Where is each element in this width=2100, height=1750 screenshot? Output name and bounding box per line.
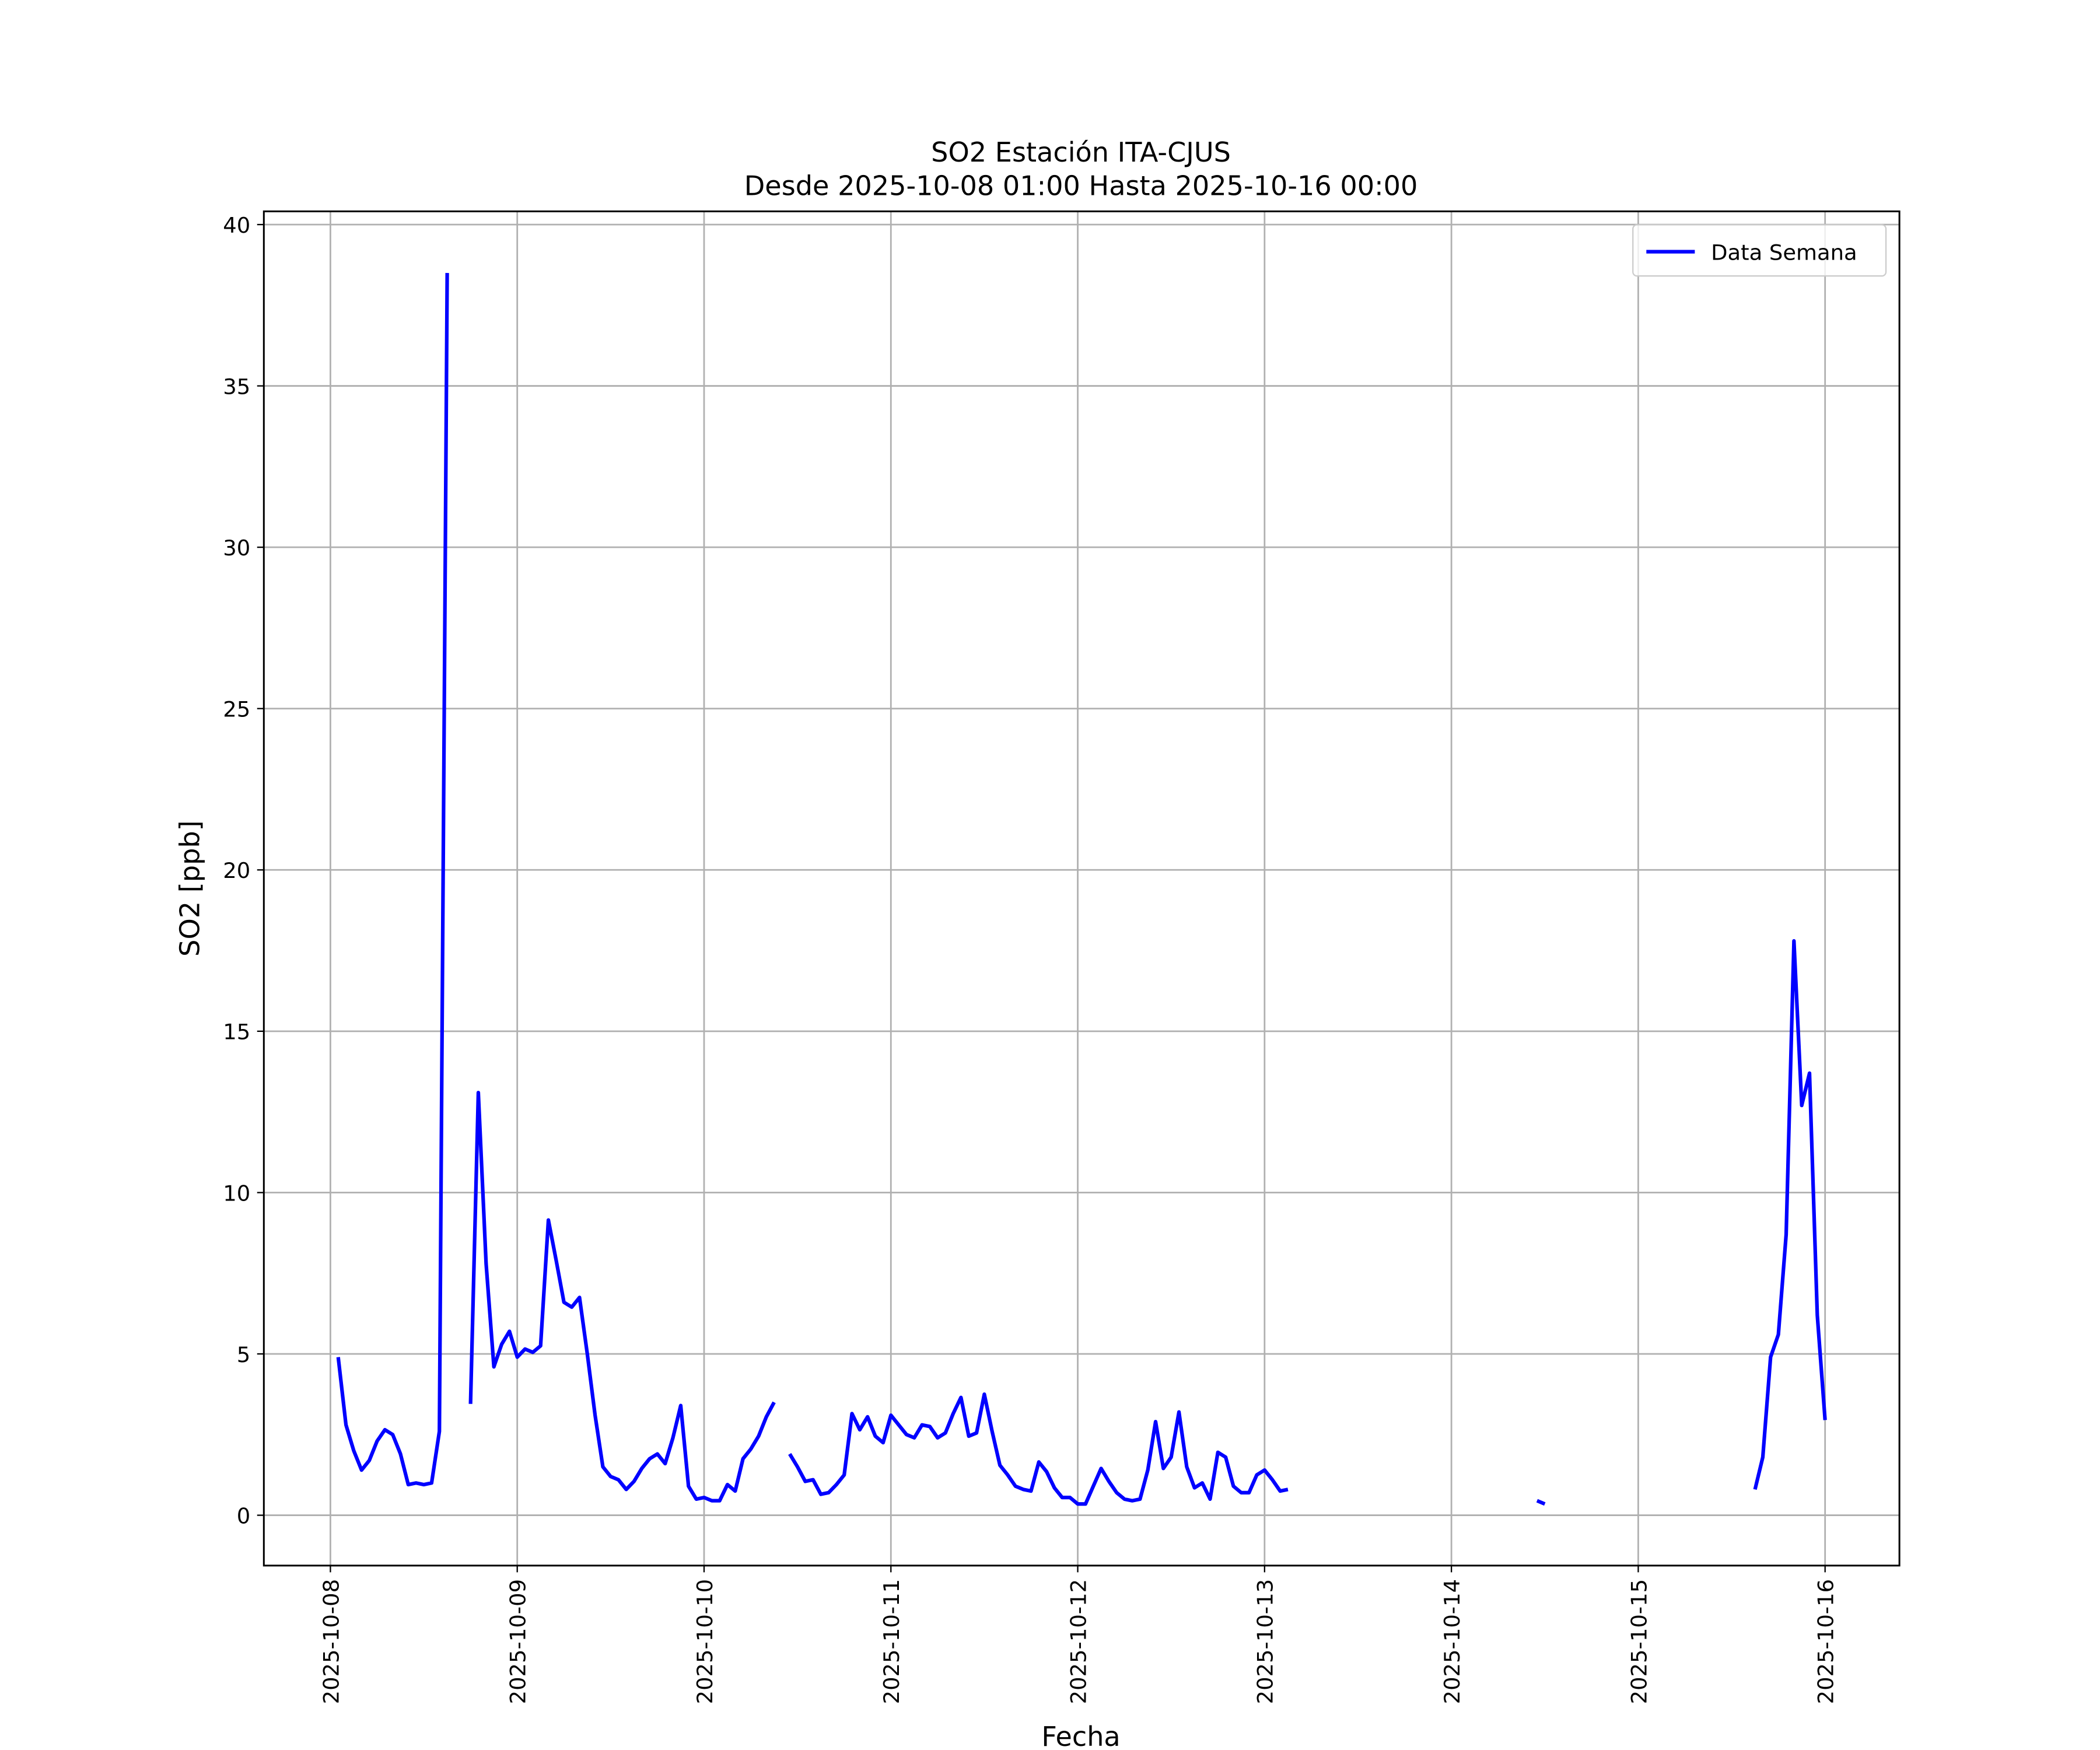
y-tick-label: 15 — [223, 1020, 250, 1045]
chart-subtitle: Desde 2025-10-08 01:00 Hasta 2025-10-16 … — [744, 170, 1418, 202]
x-tick-label: 2025-10-15 — [1626, 1579, 1651, 1704]
y-tick-label: 20 — [223, 858, 250, 883]
x-tick-label: 2025-10-12 — [1066, 1579, 1091, 1704]
x-tick-label: 2025-10-09 — [506, 1579, 531, 1704]
chart-title: SO2 Estación ITA-CJUS — [931, 136, 1231, 168]
y-axis-label: SO2 [ppb] — [174, 820, 206, 957]
series-line — [336, 272, 1827, 1506]
y-tick-label: 25 — [223, 697, 250, 722]
y-tick-label: 40 — [223, 213, 250, 238]
y-tick-label: 5 — [237, 1342, 250, 1367]
x-tick-label: 2025-10-14 — [1440, 1579, 1465, 1704]
x-tick-label: 2025-10-11 — [879, 1579, 904, 1704]
x-tick-label: 2025-10-13 — [1253, 1579, 1278, 1704]
legend: Data Semana — [1632, 224, 1887, 277]
legend-label: Data Semana — [1711, 240, 1857, 265]
x-axis-label: Fecha — [1041, 1721, 1120, 1750]
x-tick-label: 2025-10-16 — [1814, 1579, 1839, 1704]
y-tick-label: 35 — [223, 374, 250, 399]
y-tick-label: 30 — [223, 536, 250, 561]
y-tick-label: 0 — [237, 1503, 250, 1528]
legend-box — [1632, 224, 1887, 277]
x-tick-label: 2025-10-10 — [692, 1579, 718, 1704]
x-tick-label: 2025-10-08 — [318, 1579, 344, 1704]
y-tick-label: 10 — [223, 1181, 250, 1206]
plot-frame — [262, 210, 1901, 1567]
